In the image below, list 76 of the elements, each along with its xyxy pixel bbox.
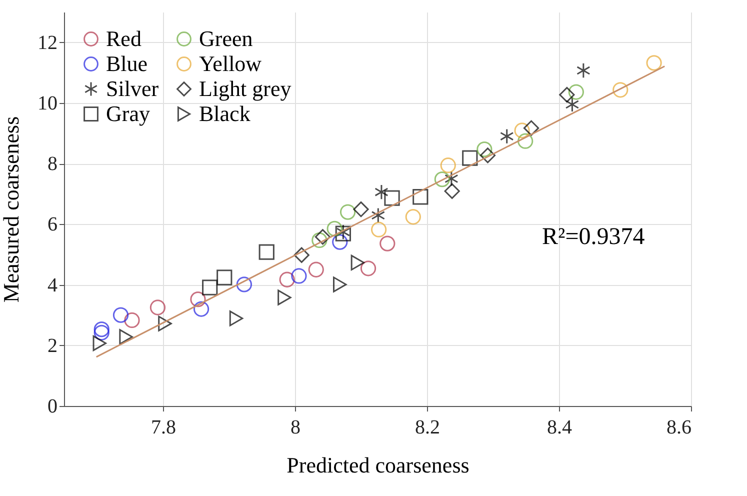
x-axis-title: Predicted coarseness	[286, 452, 470, 478]
legend-label: Yellow	[199, 51, 262, 76]
point	[340, 204, 356, 220]
point	[150, 300, 166, 316]
annotation: R²=0.9374	[542, 224, 645, 250]
y-tick-label: 6	[48, 214, 58, 236]
point	[612, 82, 628, 98]
legend-label: Silver	[106, 76, 160, 101]
legend-label: Blue	[106, 51, 148, 76]
y-tick-label: 0	[48, 396, 58, 418]
point	[405, 209, 421, 225]
y-tick-label: 10	[38, 92, 58, 114]
point	[500, 128, 514, 144]
x-tick-label: 7.8	[151, 416, 176, 438]
point	[312, 232, 328, 248]
point	[112, 307, 129, 323]
legend-label: Green	[199, 26, 253, 51]
point	[444, 170, 458, 187]
legend-label: Red	[106, 26, 142, 51]
x-tick-label: 8.4	[547, 416, 572, 438]
point	[518, 133, 534, 149]
point	[279, 272, 295, 288]
legend-label: Gray	[106, 101, 150, 126]
point	[434, 171, 450, 188]
point	[565, 96, 580, 112]
point	[202, 280, 218, 296]
point	[278, 290, 292, 306]
point	[294, 247, 310, 263]
point	[380, 236, 396, 252]
y-tick-label: 2	[48, 334, 58, 357]
point	[94, 322, 110, 338]
point	[360, 260, 376, 276]
point	[353, 201, 369, 218]
point	[332, 234, 348, 250]
point	[326, 220, 342, 237]
y-tick-label: 4	[48, 274, 58, 296]
point	[646, 55, 662, 71]
point	[314, 229, 331, 245]
x-tick-label: 8.6	[666, 416, 692, 438]
x-tick-label: 8.2	[415, 416, 440, 438]
point	[92, 335, 107, 352]
point	[412, 189, 428, 205]
point	[559, 86, 575, 103]
point	[462, 150, 478, 166]
point	[308, 262, 324, 278]
point	[576, 62, 590, 78]
legend-label: Light grey	[199, 76, 292, 101]
y-tick-label: 12	[38, 32, 58, 54]
y-tick-label: 8	[48, 153, 58, 176]
point	[374, 184, 388, 200]
point	[371, 222, 387, 238]
point	[480, 148, 496, 164]
point	[193, 301, 210, 317]
point	[371, 208, 386, 224]
point	[258, 244, 274, 260]
point	[119, 329, 133, 345]
legend-label: Black	[199, 101, 250, 126]
point	[190, 292, 206, 308]
x-tick-label: 8	[290, 416, 300, 438]
point	[514, 122, 530, 138]
point	[350, 254, 365, 270]
point	[216, 270, 232, 286]
point	[333, 276, 347, 292]
point	[124, 312, 140, 328]
point	[476, 141, 492, 158]
point	[523, 120, 540, 136]
point	[158, 316, 172, 332]
point	[291, 268, 307, 284]
point	[384, 190, 400, 206]
point	[444, 183, 460, 199]
y-axis-title: Measured coarseness	[0, 116, 24, 303]
point	[229, 310, 244, 326]
point	[94, 324, 110, 340]
point	[236, 276, 252, 292]
point	[440, 158, 456, 174]
point	[568, 84, 584, 100]
